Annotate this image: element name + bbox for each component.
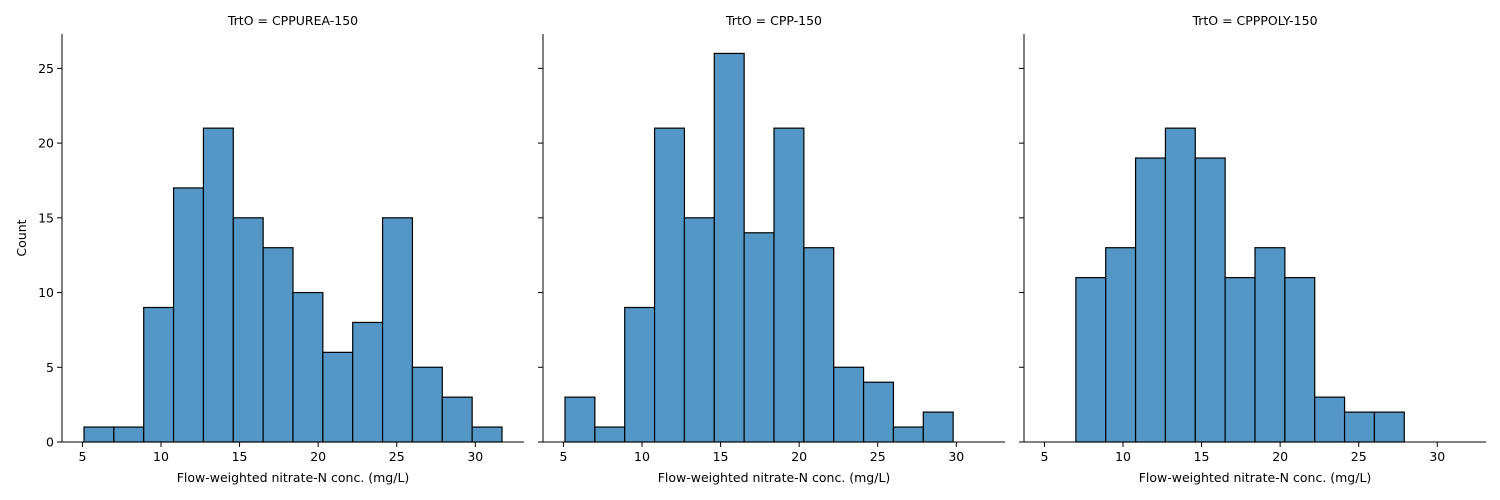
x-axis-label: Flow-weighted nitrate-N conc. (mg/L) bbox=[658, 470, 891, 485]
x-tick-label: 10 bbox=[1115, 449, 1131, 464]
histogram-bar bbox=[564, 396, 596, 443]
histogram-bar bbox=[653, 127, 686, 443]
x-tick-label: 5 bbox=[559, 449, 567, 464]
histogram-bar bbox=[143, 306, 175, 443]
histogram-bar bbox=[1164, 127, 1196, 443]
x-tick-label: 30 bbox=[948, 449, 964, 464]
histogram-bar bbox=[441, 396, 473, 443]
histogram-bar bbox=[1343, 411, 1376, 443]
facet-title: TrtO = CPPPOLY-150 bbox=[1191, 13, 1317, 28]
histogram-bar bbox=[773, 127, 805, 443]
histogram-bar bbox=[713, 52, 745, 443]
x-tick-label: 25 bbox=[389, 449, 405, 464]
facet-panel-cppurea-150: 0 5 10 15 20 25 5 10 15 20 25 30 TrtO = CPPUREA-150 F… bbox=[38, 13, 524, 485]
histogram-bar bbox=[232, 217, 264, 443]
histogram-bar bbox=[1075, 277, 1107, 443]
histogram-bar bbox=[172, 187, 205, 443]
x-axis-label: Flow-weighted nitrate-N conc. (mg/L) bbox=[177, 470, 410, 485]
x-tick-label: 30 bbox=[467, 449, 483, 464]
histogram-bar bbox=[1254, 247, 1286, 443]
x-tick-label: 15 bbox=[232, 449, 248, 464]
histogram-bar bbox=[292, 291, 324, 443]
y-tick-label: 0 bbox=[46, 435, 54, 450]
x-axis-label: Flow-weighted nitrate-N conc. (mg/L) bbox=[1139, 470, 1372, 485]
x-tick-label: 30 bbox=[1429, 449, 1445, 464]
histogram-bar bbox=[322, 351, 354, 443]
x-tick-label: 5 bbox=[1040, 449, 1048, 464]
facet-panel-cpp-150: 5 10 15 20 25 30 TrtO = CPP-150 Flow-weighted n… bbox=[538, 13, 1005, 485]
histogram-bar bbox=[1134, 157, 1167, 443]
x-tick-label: 15 bbox=[713, 449, 729, 464]
histogram-bar bbox=[471, 426, 503, 443]
y-axis-label: Count bbox=[14, 219, 29, 256]
histogram-bar bbox=[683, 217, 715, 443]
histogram-bar bbox=[833, 366, 865, 443]
y-tick-label: 25 bbox=[38, 61, 54, 76]
x-tick-label: 25 bbox=[1351, 449, 1367, 464]
facet-panel-cpppoly-150: 5 10 15 20 25 30 TrtO = CPPPOLY-150 Flow-weight… bbox=[1019, 13, 1486, 485]
histogram-bar bbox=[381, 217, 414, 443]
histogram-bar bbox=[1373, 411, 1405, 443]
histogram-bar bbox=[594, 426, 626, 443]
histogram-bar bbox=[1105, 247, 1137, 443]
histogram-bar bbox=[624, 306, 656, 443]
x-tick-label: 10 bbox=[153, 449, 169, 464]
histogram-bar bbox=[1284, 277, 1316, 443]
histogram-bar bbox=[352, 321, 384, 443]
y-tick-label: 15 bbox=[38, 210, 54, 225]
facet-title: TrtO = CPP-150 bbox=[725, 13, 822, 28]
x-tick-label: 20 bbox=[791, 449, 807, 464]
histogram-bar bbox=[411, 366, 443, 443]
histogram-bar bbox=[83, 426, 115, 443]
x-tick-label: 15 bbox=[1194, 449, 1210, 464]
histogram-bar bbox=[892, 426, 924, 443]
histogram-bar bbox=[1194, 157, 1226, 443]
histogram-bar bbox=[922, 411, 954, 443]
y-tick-label: 5 bbox=[46, 360, 54, 375]
histogram-bar bbox=[743, 232, 775, 443]
x-tick-label: 20 bbox=[310, 449, 326, 464]
histogram-bar bbox=[202, 127, 234, 443]
y-tick-label: 20 bbox=[38, 136, 54, 151]
x-tick-label: 20 bbox=[1272, 449, 1288, 464]
histogram-bar bbox=[862, 381, 895, 443]
x-tick-label: 10 bbox=[634, 449, 650, 464]
x-tick-label: 5 bbox=[78, 449, 86, 464]
x-tick-label: 25 bbox=[870, 449, 886, 464]
histogram-bar bbox=[803, 247, 835, 443]
histogram-bar bbox=[262, 247, 294, 443]
histogram-bar bbox=[1224, 277, 1256, 443]
histogram-bar bbox=[1314, 396, 1346, 443]
facet-title: TrtO = CPPUREA-150 bbox=[227, 13, 358, 28]
histogram-bar bbox=[113, 426, 145, 443]
y-tick-label: 10 bbox=[38, 285, 54, 300]
